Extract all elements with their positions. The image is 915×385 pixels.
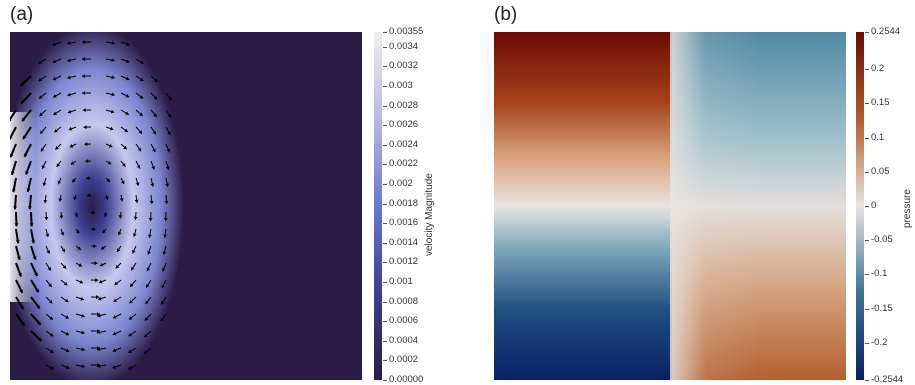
velocity-colorbar [374,32,382,380]
colorbar-tick-label: 0.0008 [389,297,418,307]
panel-b-label: (b) [494,4,517,26]
colorbar-tick-label: 0 [871,201,876,211]
colorbar-tick-label: 0.0026 [389,120,418,130]
pressure-left-region [494,32,674,380]
colorbar-tick-label: 0.00355 [389,27,423,37]
pressure-colorbar-title: pressure [902,189,913,228]
velocity-colorbar-title: velocity Magnitude [424,173,435,256]
colorbar-tick-label: 0.0032 [389,61,418,71]
velocity-field-plot [10,32,362,380]
colorbar-tick-label: -0.05 [871,235,893,245]
colorbar-tick-label: -0.1 [871,269,887,279]
colorbar-tick-label: 0.0034 [389,42,418,52]
colorbar-tick-label: 0.2 [871,64,884,74]
panel-a-label: (a) [10,4,33,26]
vortex-region [10,32,184,380]
pressure-field-plot [494,32,846,380]
colorbar-tick-label: 0.05 [871,167,890,177]
colorbar-tick-label: 0.0016 [389,218,418,228]
colorbar-tick-label: 0.0018 [389,199,418,209]
colorbar-tick-label: 0.0002 [389,355,418,365]
colorbar-tick-label: 0.0012 [389,257,418,267]
colorbar-tick-label: 0.15 [871,98,890,108]
colorbar-tick-label: 0.0006 [389,316,418,326]
colorbar-tick-label: 0.1 [871,133,884,143]
colorbar-tick-label: 0.001 [389,277,413,287]
colorbar-tick-label: -0.15 [871,304,893,314]
pressure-field-svg [494,32,846,380]
colorbar-tick-label: -0.2 [871,338,887,348]
pressure-transition [670,32,760,380]
colorbar-tick-label: 0.003 [389,81,413,91]
colorbar-tick-label: 0.0022 [389,159,418,169]
pressure-colorbar [856,32,864,380]
colorbar-tick-label: 0.0014 [389,238,418,248]
colorbar-tick-label: 0.002 [389,179,413,189]
colorbar-tick-label: 0.2544 [871,27,900,37]
colorbar-tick-label: 0.0028 [389,101,418,111]
colorbar-tick-label: 0.0024 [389,140,418,150]
colorbar-tick-label: 0.0004 [389,336,418,346]
velocity-field-svg [10,32,362,380]
